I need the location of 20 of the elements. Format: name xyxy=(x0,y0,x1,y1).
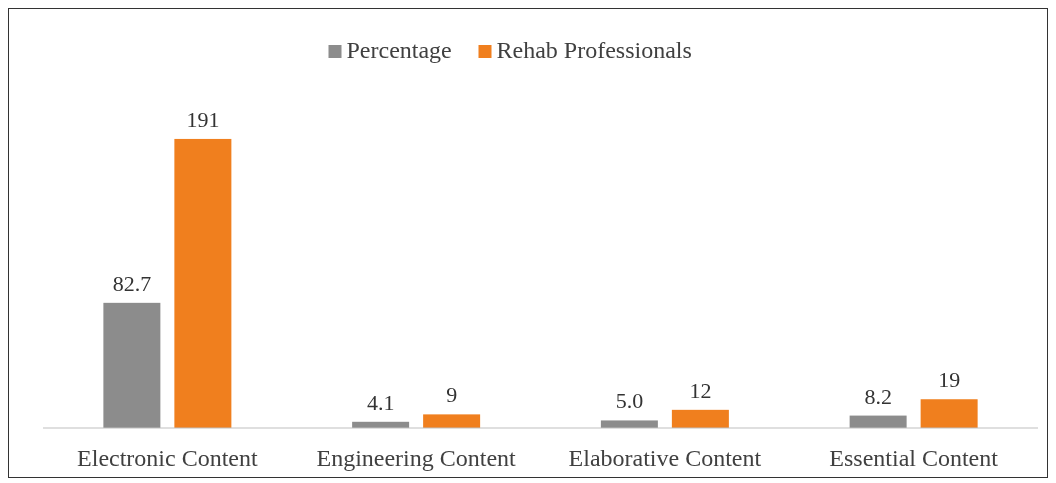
bar xyxy=(423,414,481,428)
data-label: 8.2 xyxy=(864,383,892,409)
data-label: 191 xyxy=(186,106,220,132)
data-label: 82.7 xyxy=(112,270,152,296)
bar xyxy=(174,138,232,428)
x-tick-label: Engineering Content xyxy=(316,445,517,471)
data-label: 19 xyxy=(938,367,961,393)
bar xyxy=(671,409,729,428)
data-label: 4.1 xyxy=(366,389,395,415)
data-label: 12 xyxy=(689,377,712,403)
data-label: 5.0 xyxy=(615,388,644,414)
legend-label: Rehab Professionals xyxy=(496,37,692,63)
bar xyxy=(920,399,978,428)
x-tick-label: Elaborative Content xyxy=(568,445,762,471)
legend-label: Percentage xyxy=(346,37,452,63)
bar xyxy=(600,420,658,428)
x-tick-label: Electronic Content xyxy=(77,445,259,471)
bar xyxy=(103,302,161,428)
x-tick-label: Essential Content xyxy=(829,445,999,471)
data-label: 9 xyxy=(446,382,458,408)
